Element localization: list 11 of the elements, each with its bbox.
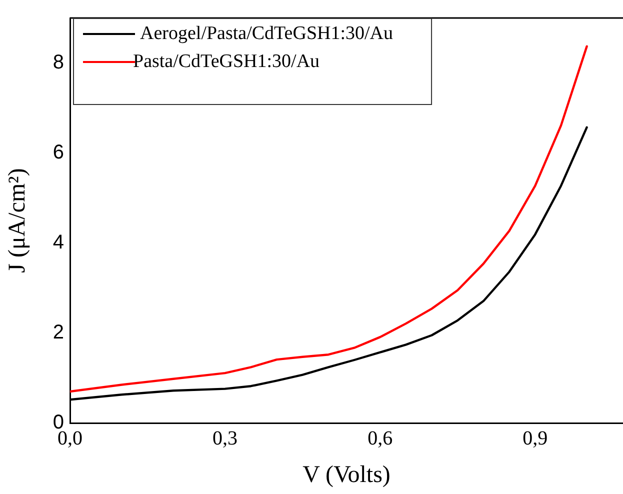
y-axis-title: J (μA/cm²) — [4, 168, 31, 273]
x-tick-label: 0,9 — [522, 427, 548, 450]
y-tick-label: 2 — [52, 322, 64, 344]
x-tick-label: 0,3 — [212, 427, 238, 450]
y-tick-label: 6 — [52, 142, 64, 164]
legend-label: Pasta/CdTeGSH1:30/Au — [133, 50, 320, 72]
y-tick-label: 8 — [52, 52, 64, 74]
y-tick-label: 4 — [52, 232, 64, 254]
legend-label: Aerogel/Pasta/CdTeGSH1:30/Au — [140, 22, 394, 44]
x-tick-label: 0,6 — [368, 427, 393, 450]
x-axis-title: V (Volts) — [302, 462, 390, 488]
